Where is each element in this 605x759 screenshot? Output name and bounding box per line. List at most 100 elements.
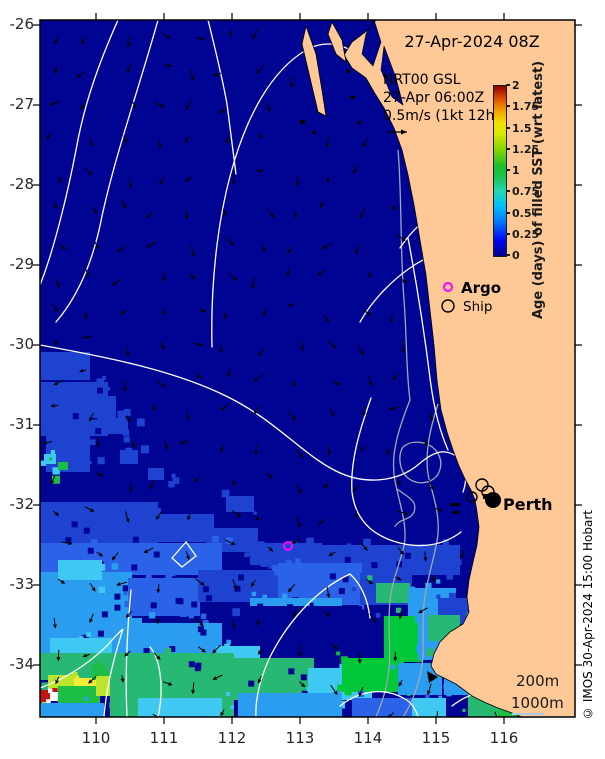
gsl-contour <box>349 573 371 619</box>
gsl-contour <box>351 397 462 547</box>
islet-mark <box>450 503 460 506</box>
y-axis-tick-label: -31 <box>9 415 35 433</box>
x-axis-tick-label: 116 <box>489 729 519 747</box>
y-axis-tick-label: -30 <box>9 335 35 353</box>
gsl-contour <box>55 20 159 323</box>
age-field-blob <box>384 616 422 662</box>
colorbar <box>493 85 507 257</box>
gsl-contour <box>339 691 419 717</box>
islet-mark <box>346 70 350 73</box>
perth-city-label: Perth <box>503 495 553 514</box>
age-field-blob <box>352 698 426 717</box>
gsl-contour <box>40 20 119 286</box>
colorbar-tick-mark <box>506 211 510 214</box>
ship-legend-icon <box>441 299 455 313</box>
gsl-contour <box>255 573 351 717</box>
x-axis-tick-label: 115 <box>421 729 451 747</box>
x-axis-tick-label: 112 <box>217 729 247 747</box>
colorbar-tick-mark <box>506 254 510 256</box>
gsl-contour <box>171 540 197 568</box>
y-axis-tick-label: -27 <box>9 95 35 113</box>
age-field-blob <box>376 583 410 603</box>
coastal-inlet <box>361 20 382 67</box>
colorbar-tick-label: 1.25 <box>512 142 540 156</box>
islet-mark <box>357 121 361 124</box>
x-axis-tick-label: 110 <box>81 729 111 747</box>
land-western-australia <box>343 20 575 717</box>
colorbar-tick-label: 0.75 <box>512 185 540 199</box>
x-axis-tick-label: 111 <box>149 729 179 747</box>
coastal-inlet <box>380 45 404 106</box>
age-field-blob <box>342 658 404 692</box>
current-vectors <box>42 29 498 717</box>
y-axis-tick-label: -29 <box>9 255 35 273</box>
colorbar-tick-label: 0.5 <box>512 206 532 220</box>
gsl-contour <box>149 646 162 717</box>
colorbar-tick-mark <box>506 105 510 108</box>
x-axis-tick-label: 113 <box>285 729 315 747</box>
overlay-legend-vector-scale: 0.5m/s (1kt 12h <box>383 108 495 124</box>
y-axis-tick-label: -28 <box>9 175 35 193</box>
gsl-contour <box>207 20 237 175</box>
y-axis-tick-label: -32 <box>9 495 35 513</box>
argo-legend-label: Argo <box>461 279 502 297</box>
colorbar-tick-mark <box>506 84 510 86</box>
age-field-blob <box>40 703 104 717</box>
isobath-1000m-label: 1000m <box>511 694 564 712</box>
islet-mark <box>300 120 305 124</box>
overlay-legend-model: NRT00 GSL <box>383 72 461 88</box>
argo-legend-icon <box>443 282 453 292</box>
islet-mark <box>452 511 459 514</box>
age-field-blob <box>128 578 200 616</box>
overlay-legend: NRT00 GSL 27-Apr 06:00Z 0.5m/s (1kt 12h <box>383 71 494 125</box>
y-axis-tick-label: -34 <box>9 655 35 673</box>
age-field-blob <box>238 693 342 717</box>
vector-scale-arrow-icon <box>386 129 407 135</box>
island <box>327 21 347 63</box>
isobath-1000m-line-sample <box>512 713 544 715</box>
credit-text: © IMOS 30-Apr-2024 15:00 Hobart <box>581 510 595 720</box>
ship-legend-label: Ship <box>463 299 493 315</box>
figure-title: 27-Apr-2024 08Z <box>404 32 540 51</box>
overlay-legend-time: 27-Apr 06:00Z <box>383 90 485 106</box>
argo-float-marker <box>283 541 293 551</box>
age-field-blob <box>50 692 58 701</box>
map-border <box>39 19 576 718</box>
isobath-contour <box>375 149 411 717</box>
x-axis-tick-label: 114 <box>353 729 383 747</box>
colorbar-tick-label: 0.25 <box>512 227 540 241</box>
age-field-blob <box>120 450 138 464</box>
y-axis-tick-label: -26 <box>9 15 35 33</box>
age-field-blob <box>88 396 116 418</box>
island <box>301 24 327 117</box>
isobath-contour <box>402 403 439 717</box>
colorbar-tick-label: 1.75 <box>512 100 540 114</box>
gsl-contour <box>40 628 124 717</box>
colorbar-tick-mark <box>506 147 510 150</box>
isobath-contour <box>399 441 442 484</box>
map-clip-group <box>40 20 575 717</box>
y-axis-tick-label: -33 <box>9 575 35 593</box>
colorbar-tick-label: 2 <box>512 79 520 92</box>
isobath-contour <box>394 488 416 528</box>
colorbar-tick-label: 1 <box>512 164 520 177</box>
colorbar-tick-label: 1.5 <box>512 121 532 135</box>
colorbar-tick-mark <box>506 169 510 171</box>
ship-marker <box>466 491 478 503</box>
cape-mark <box>427 671 438 683</box>
axis-ticks <box>33 13 582 724</box>
age-field-blob <box>148 468 164 480</box>
gsl-contour <box>407 237 449 451</box>
isobath-200m-label: 200m <box>516 672 560 690</box>
age-field-blob <box>58 560 102 580</box>
islet-mark <box>350 96 355 99</box>
age-field-blob <box>40 690 50 702</box>
colorbar-label: Age (days) of filled SST (wrt latest) <box>531 60 546 320</box>
islet-mark <box>312 131 316 134</box>
colorbar-tick-mark <box>506 232 510 235</box>
colorbar-tick-mark <box>506 190 510 193</box>
colorbar-tick-mark <box>506 126 510 129</box>
colorbar-tick-label: 0 <box>512 249 520 262</box>
